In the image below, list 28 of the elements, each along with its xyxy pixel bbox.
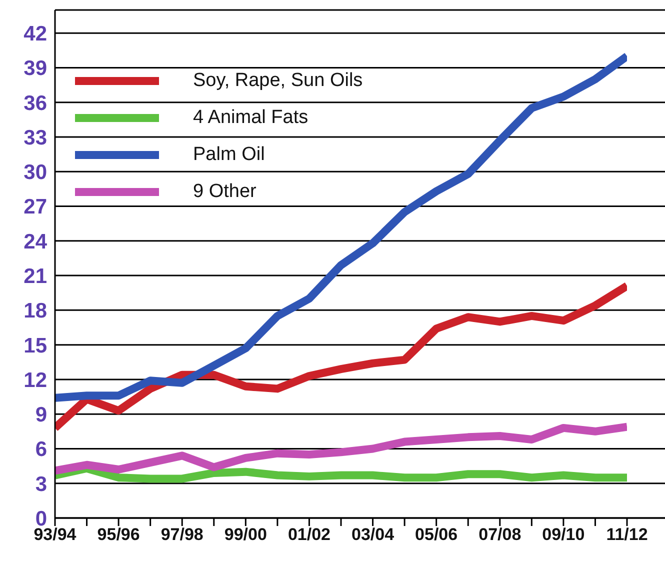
y-tick-label: 9 [35, 404, 47, 427]
y-tick-label: 39 [24, 57, 47, 80]
y-tick-label: 18 [24, 300, 48, 323]
x-tick-label: 97/98 [160, 525, 204, 544]
legend-label: 4 Animal Fats [193, 106, 308, 128]
y-tick-label: 33 [24, 126, 47, 150]
y-tick-label: 15 [24, 334, 48, 358]
x-tick-label: 09/10 [542, 525, 585, 544]
x-tick-label: 01/02 [288, 525, 330, 544]
x-tick-label: 05/06 [415, 525, 458, 544]
y-tick-label: 21 [24, 265, 48, 288]
y-tick-label: 30 [24, 161, 47, 184]
x-tick-label: 99/00 [224, 525, 267, 544]
y-tick-label: 36 [24, 92, 47, 115]
legend-label: Palm Oil [193, 144, 265, 166]
x-tick-label: 07/08 [478, 525, 522, 544]
y-tick-label: 3 [35, 472, 47, 496]
x-tick-label: 95/96 [97, 525, 140, 544]
y-tick-label: 6 [35, 438, 47, 462]
legend-label: Soy, Rape, Sun Oils [193, 70, 363, 92]
y-tick-label: 42 [24, 22, 47, 46]
y-tick-label: 24 [24, 230, 48, 254]
y-tick-label: 12 [24, 368, 47, 392]
y-tick-label: 27 [24, 196, 47, 219]
x-tick-label: 11/12 [606, 525, 648, 544]
x-tick-label: 03/04 [352, 525, 395, 544]
legend-label: 9 Other [193, 180, 256, 202]
x-tick-label: 93/94 [34, 525, 77, 544]
